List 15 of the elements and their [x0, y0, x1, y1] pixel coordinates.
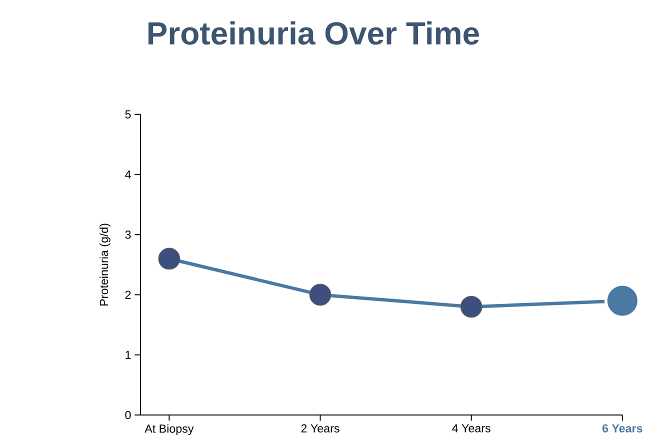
y-tick-label: 0 — [125, 410, 131, 420]
y-tick-label: 3 — [125, 230, 131, 239]
x-tick-label: 2 Years — [301, 424, 340, 432]
x-tick-label: 6 Years — [602, 424, 642, 432]
x-tick-label: At Biopsy — [144, 424, 194, 436]
y-tick-label: 2 — [125, 290, 131, 299]
y-tick-label: 1 — [126, 350, 131, 359]
point — [460, 296, 482, 318]
y-tick-label: 4 — [125, 170, 131, 179]
point — [158, 248, 180, 270]
y-axis-title: Proteinuria (g/d) — [100, 224, 110, 306]
point — [309, 284, 332, 306]
chart-title: Proteinuria Over Time — [148, 21, 479, 45]
y-tick-label: 5 — [125, 110, 131, 118]
x-tick-label: 4 Years — [452, 424, 490, 432]
